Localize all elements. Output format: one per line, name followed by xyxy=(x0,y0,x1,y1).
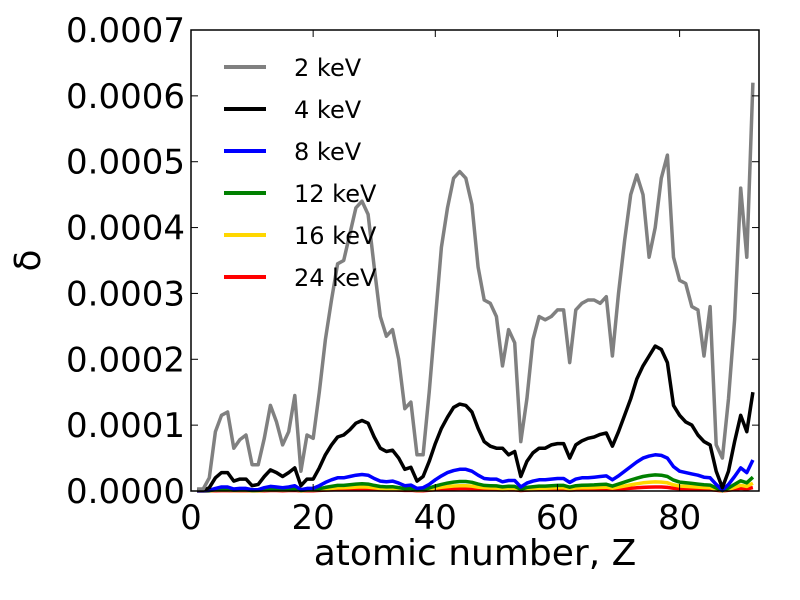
y-tick-label: 0.0002 xyxy=(66,340,185,380)
x-tick-label: 80 xyxy=(658,498,701,538)
y-tick-label: 0.0001 xyxy=(66,406,185,446)
x-tick-label: 0 xyxy=(180,498,202,538)
legend-entry: 16 keV xyxy=(224,222,377,250)
legend: 2 keV 4 keV 8 keV 12 keV 16 keV 24 keV xyxy=(224,54,377,292)
x-tick-label: 40 xyxy=(414,498,457,538)
y-tick-label: 0.0004 xyxy=(66,209,185,249)
x-tick-label: 60 xyxy=(536,498,579,538)
plot-frame xyxy=(190,29,760,492)
legend-entry: 24 keV xyxy=(224,264,377,292)
legend-entry: 2 keV xyxy=(224,54,362,82)
legend-entry: 12 keV xyxy=(224,180,377,208)
legend-entry: 8 keV xyxy=(224,138,362,166)
series-layer xyxy=(197,82,755,493)
series-line-8-kev xyxy=(197,453,755,493)
legend-entry: 4 keV xyxy=(224,96,362,124)
y-axis-label: δ xyxy=(8,249,49,271)
y-tick-label: 0.0005 xyxy=(66,143,185,183)
y-tick-label: 0.0007 xyxy=(66,11,185,51)
legend-label: 2 keV xyxy=(294,54,362,82)
y-tick-label: 0.0003 xyxy=(66,274,185,314)
series-line-2-kev xyxy=(197,82,755,491)
legend-label: 8 keV xyxy=(294,138,362,166)
legend-label: 12 keV xyxy=(294,180,377,208)
y-tick-label: 0.0000 xyxy=(66,472,185,512)
x-axis-label: atomic number, Z xyxy=(314,533,637,574)
x-tick-label: 20 xyxy=(292,498,335,538)
ticks-layer: 0 20 40 60 80 0.0000 0.0001 0.0002 0.0003 0.0004 0… xyxy=(66,11,759,538)
series-line-12-kev xyxy=(197,473,755,493)
legend-label: 4 keV xyxy=(294,96,362,124)
y-tick-label: 0.0006 xyxy=(66,77,185,117)
legend-label: 16 keV xyxy=(294,222,377,250)
legend-label: 24 keV xyxy=(294,264,377,292)
series-line-4-kev xyxy=(197,344,755,493)
